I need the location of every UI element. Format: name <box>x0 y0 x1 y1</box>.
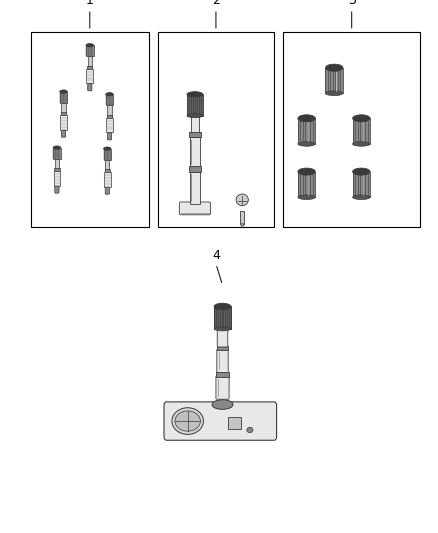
Bar <box>31 32 149 227</box>
Bar <box>189 132 201 137</box>
Ellipse shape <box>236 194 248 206</box>
FancyBboxPatch shape <box>88 84 92 91</box>
Bar <box>86 45 94 56</box>
Bar <box>353 118 370 144</box>
Ellipse shape <box>103 147 111 150</box>
Bar <box>158 32 274 227</box>
Ellipse shape <box>60 90 67 93</box>
Ellipse shape <box>175 411 200 431</box>
Bar <box>61 103 66 113</box>
Text: 1: 1 <box>86 0 94 7</box>
Ellipse shape <box>53 146 61 149</box>
Bar <box>107 115 112 118</box>
FancyBboxPatch shape <box>105 187 110 194</box>
Ellipse shape <box>353 142 370 146</box>
Bar <box>298 172 315 197</box>
Bar <box>107 106 112 116</box>
Text: 2: 2 <box>212 0 220 7</box>
Bar <box>104 173 111 187</box>
Ellipse shape <box>247 427 253 433</box>
Bar <box>106 94 113 106</box>
Bar <box>187 94 203 116</box>
Text: 4: 4 <box>212 249 220 262</box>
Ellipse shape <box>214 303 231 310</box>
Ellipse shape <box>298 195 315 199</box>
FancyBboxPatch shape <box>180 202 210 215</box>
Bar <box>190 172 200 204</box>
Bar <box>88 56 92 67</box>
Ellipse shape <box>353 115 370 122</box>
Ellipse shape <box>298 142 315 146</box>
FancyBboxPatch shape <box>217 349 228 373</box>
Bar <box>191 116 199 132</box>
FancyBboxPatch shape <box>164 402 277 440</box>
Ellipse shape <box>325 91 343 95</box>
Bar <box>55 159 59 169</box>
Bar <box>325 68 343 93</box>
FancyBboxPatch shape <box>216 376 229 399</box>
Ellipse shape <box>325 64 343 71</box>
Bar <box>216 372 229 377</box>
Ellipse shape <box>86 44 94 47</box>
Bar <box>298 118 315 144</box>
FancyBboxPatch shape <box>107 133 112 140</box>
Bar <box>53 148 61 159</box>
Ellipse shape <box>212 400 233 409</box>
Bar <box>190 137 200 166</box>
Ellipse shape <box>298 115 315 122</box>
FancyBboxPatch shape <box>55 186 59 193</box>
Ellipse shape <box>353 195 370 199</box>
Bar <box>86 69 93 83</box>
Ellipse shape <box>187 114 203 118</box>
Bar <box>228 417 241 429</box>
Bar <box>353 172 370 197</box>
Ellipse shape <box>106 93 113 96</box>
Polygon shape <box>240 224 244 228</box>
Bar <box>214 306 231 329</box>
FancyBboxPatch shape <box>61 130 66 137</box>
Bar <box>60 116 67 130</box>
Bar <box>217 346 228 350</box>
Bar <box>87 66 92 69</box>
Bar <box>106 118 113 132</box>
Bar <box>283 32 420 227</box>
Bar <box>60 92 67 103</box>
Bar <box>61 112 66 116</box>
Bar <box>105 169 110 173</box>
Ellipse shape <box>353 168 370 175</box>
Text: 3: 3 <box>348 0 356 7</box>
Bar <box>105 160 110 170</box>
Bar <box>53 171 60 185</box>
Ellipse shape <box>172 408 203 434</box>
Bar <box>189 166 201 172</box>
Bar <box>103 149 111 160</box>
Ellipse shape <box>187 92 203 97</box>
Bar <box>54 168 60 172</box>
Bar <box>240 211 244 224</box>
Ellipse shape <box>298 168 315 175</box>
FancyBboxPatch shape <box>217 328 228 347</box>
Ellipse shape <box>214 327 231 331</box>
